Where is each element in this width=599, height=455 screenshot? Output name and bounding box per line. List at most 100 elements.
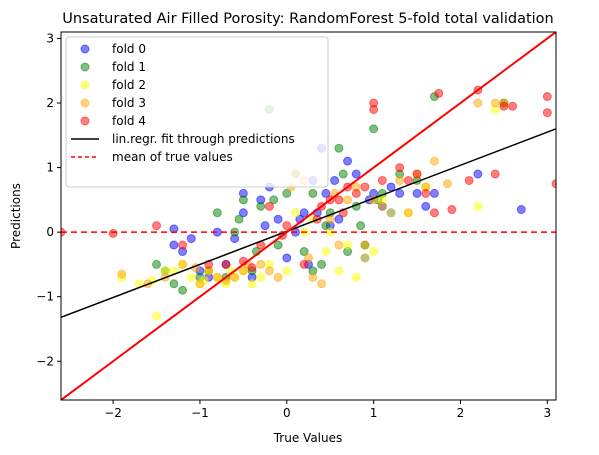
fold-4-point: [542, 92, 552, 102]
fold-3-point: [317, 279, 327, 289]
fold-4-point: [429, 208, 439, 218]
fold-1-point: [178, 285, 188, 295]
fold-4-point: [412, 169, 422, 179]
fold-2-point: [360, 253, 370, 263]
y-tick-label: 2: [46, 96, 54, 110]
data-points-layer: [61, 85, 556, 321]
fold-4-point: [508, 101, 518, 111]
y-tick-label: 3: [46, 31, 54, 45]
x-tick-label: −1: [191, 406, 209, 420]
fold-0-point: [273, 214, 283, 224]
fold-4-point: [377, 175, 387, 185]
fold-3-point: [273, 272, 283, 282]
legend-label-fold-0: fold 0: [112, 42, 146, 56]
chart-title: Unsaturated Air Filled Porosity: RandomF…: [62, 11, 553, 27]
fold-0-point: [169, 224, 179, 234]
fold-0-point: [169, 240, 179, 250]
fold-3-point: [490, 98, 500, 108]
fold-4-point: [499, 101, 509, 111]
fold-4-point: [247, 263, 257, 273]
fold-2-point: [473, 201, 483, 211]
fold-3-point: [403, 208, 413, 218]
legend-label-line-1: mean of true values: [112, 150, 233, 164]
fold-3-point: [238, 266, 248, 276]
fold-3-point: [473, 98, 483, 108]
fold-4-point: [282, 221, 292, 231]
y-axis-ticks: −2 −1 0 1 2 3: [36, 31, 61, 368]
fold-0-point: [351, 169, 361, 179]
fold-3-point: [212, 272, 222, 282]
fold-0-point: [260, 221, 270, 231]
y-tick-label: 1: [46, 161, 54, 175]
fold-2-point: [152, 311, 162, 321]
fold-0-point: [421, 201, 431, 211]
fold-1-point: [356, 221, 366, 231]
fold-0-point: [321, 188, 331, 198]
fold-2-point: [343, 240, 353, 250]
legend-box: [65, 36, 329, 188]
fold-4-point: [178, 240, 188, 250]
legend: fold 0 fold 1 fold 2 fold 3 fold 4 lin.regr. …: [65, 36, 329, 188]
fold-3-point: [395, 175, 405, 185]
fold-4-point: [434, 88, 444, 98]
identity-line: [61, 32, 556, 400]
fold-0-point: [395, 188, 405, 198]
fold-0-point: [282, 253, 292, 263]
fold-3-point: [256, 259, 266, 269]
legend-label-fold-3: fold 3: [112, 96, 146, 110]
fold-1-point: [269, 195, 279, 205]
x-tick-label: 0: [283, 406, 291, 420]
fold-3-point: [195, 279, 205, 289]
fold-4-point: [464, 175, 474, 185]
x-tick-label: 3: [543, 406, 551, 420]
fold-0-point: [386, 182, 396, 192]
x-tick-label: −2: [104, 406, 122, 420]
legend-marker-fold-2: [80, 80, 90, 90]
fold-0-point: [429, 188, 439, 198]
x-axis-ticks: −2 −1 0 1 2 3: [104, 400, 551, 420]
fold-1-point: [212, 208, 222, 218]
fold-0-point: [516, 205, 526, 215]
fold-4-point: [351, 188, 361, 198]
fold-2-point: [247, 279, 257, 289]
fold-3-point: [343, 195, 353, 205]
fold-1-point: [308, 188, 318, 198]
fold-0-point: [238, 208, 248, 218]
fold-4-point: [369, 98, 379, 108]
fold-0-point: [412, 188, 422, 198]
legend-marker-fold-0: [80, 44, 90, 54]
fold-2-point: [334, 266, 344, 276]
foreground-lines-layer: [61, 32, 556, 400]
fold-1-point: [317, 259, 327, 269]
fold-3-point: [178, 259, 188, 269]
fold-0-point: [186, 234, 196, 244]
x-tick-label: 1: [370, 406, 378, 420]
fold-4-point: [421, 188, 431, 198]
plot-area-frame: [60, 31, 557, 401]
y-tick-label: −1: [36, 290, 54, 304]
fold-4-point: [395, 163, 405, 173]
fold-1-point: [334, 143, 344, 153]
fold-4-point: [490, 169, 500, 179]
fold-3-point: [264, 266, 274, 276]
fold-3-point: [117, 269, 127, 279]
fold-0-point: [299, 208, 309, 218]
fold-1-point: [169, 279, 179, 289]
y-tick-label: −2: [36, 354, 54, 368]
regression-line: [61, 128, 556, 319]
fold-2-point: [186, 272, 196, 282]
legend-marker-fold-3: [80, 98, 90, 108]
legend-label-fold-4: fold 4: [112, 114, 146, 128]
fold-4-point: [334, 195, 344, 205]
fold-3-point: [377, 201, 387, 211]
fold-1-point: [256, 201, 266, 211]
fold-1-point: [282, 188, 292, 198]
fold-3-point: [429, 156, 439, 166]
fold-3-point: [308, 272, 318, 282]
fold-2-point: [369, 247, 379, 257]
fold-2-point: [351, 272, 361, 282]
x-tick-label: 2: [457, 406, 465, 420]
fold-2-point: [256, 272, 266, 282]
fold-2-point: [386, 208, 396, 218]
